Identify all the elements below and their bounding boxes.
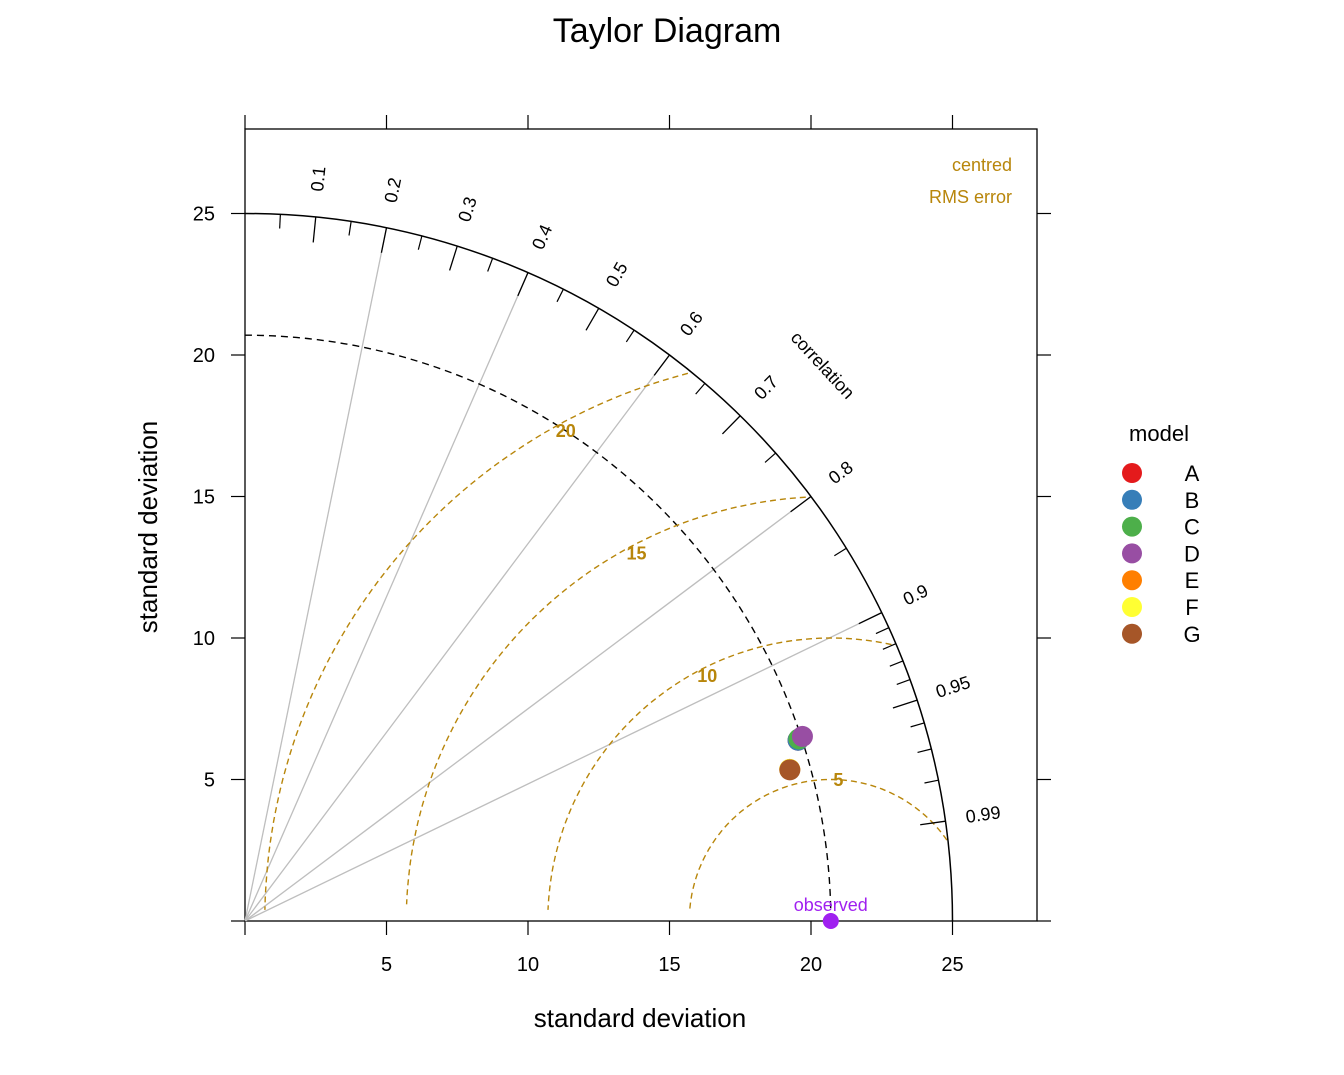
legend-marker-B bbox=[1122, 489, 1142, 510]
legend-label-E: E bbox=[1185, 568, 1200, 593]
corr-major-tick-0.6 bbox=[653, 354, 671, 376]
x-axis-title: standard deviation bbox=[534, 1003, 746, 1033]
points-layer: observed bbox=[779, 725, 868, 929]
radial-line-0.6 bbox=[244, 354, 671, 922]
chart-title: Taylor Diagram bbox=[553, 12, 782, 50]
legend-marker-E bbox=[1122, 570, 1142, 591]
legend-marker-C bbox=[1122, 516, 1142, 537]
corr-tick-label-0.6: 0.6 bbox=[676, 308, 707, 340]
x-tick-label-25: 25 bbox=[941, 954, 963, 976]
correlation-arc-layer: 0.1 0.2 0.3 0.4 0.5 0.6 0.7 0.8 0.9 0.95 0.99 corre… bbox=[244, 165, 1002, 922]
corr-major-tick-0.9 bbox=[858, 612, 883, 625]
legend-label-G: G bbox=[1183, 622, 1200, 647]
observed-point bbox=[822, 913, 839, 929]
legend-label-B: B bbox=[1185, 488, 1200, 513]
rms-arc-15 bbox=[405, 496, 806, 905]
legend-label-D: D bbox=[1184, 541, 1200, 566]
y-tick-label-20: 20 bbox=[193, 345, 215, 367]
corr-tick-label-0.2: 0.2 bbox=[381, 176, 406, 205]
corr-minor-tick-0.75 bbox=[764, 452, 777, 463]
corr-major-tick-0.5 bbox=[585, 307, 600, 331]
rms-level-label-10: 10 bbox=[697, 666, 717, 686]
rms-level-label-20: 20 bbox=[556, 421, 576, 441]
y-tick-label-10: 10 bbox=[193, 628, 215, 650]
corr-minor-tick-0.65 bbox=[695, 382, 706, 395]
rms-layer: 5 10 15 20 bbox=[264, 372, 948, 910]
corr-minor-tick-0.55 bbox=[625, 329, 635, 343]
corr-minor-tick-0.85 bbox=[834, 547, 847, 557]
plot-frame bbox=[244, 128, 1038, 922]
radial-line-0.4 bbox=[244, 272, 529, 922]
corr-minor-tick-0.45 bbox=[556, 288, 564, 303]
corr-tick-label-0.95: 0.95 bbox=[933, 672, 973, 702]
corr-tick-label-0.4: 0.4 bbox=[528, 222, 556, 253]
y-tick-label-15: 15 bbox=[193, 487, 215, 509]
axis-ticks-layer: 5 10 15 20 25 5 10 15 20 25 bbox=[193, 115, 1051, 976]
y-tick-label-25: 25 bbox=[193, 204, 215, 226]
legend-label-A: A bbox=[1185, 461, 1200, 486]
corr-major-tick-0.95 bbox=[892, 699, 918, 709]
correlation-axis-label: correlation bbox=[787, 327, 859, 402]
radial-line-0.2 bbox=[244, 227, 388, 922]
corr-minor-tick-0.92 bbox=[882, 643, 897, 650]
model-point-G bbox=[779, 759, 801, 781]
x-tick-label-15: 15 bbox=[658, 954, 680, 976]
corr-major-tick-0.1 bbox=[312, 216, 317, 243]
rms-arc-20 bbox=[264, 372, 689, 910]
corr-tick-label-0.1: 0.1 bbox=[307, 165, 329, 192]
corr-minor-tick-0.94 bbox=[896, 679, 911, 686]
corr-tick-label-0.3: 0.3 bbox=[454, 194, 481, 224]
legend-title: model bbox=[1129, 421, 1189, 446]
corr-tick-label-0.8: 0.8 bbox=[825, 457, 857, 488]
corr-tick-label-0.99: 0.99 bbox=[964, 802, 1002, 827]
x-tick-label-20: 20 bbox=[800, 954, 822, 976]
legend-marker-A bbox=[1122, 463, 1142, 483]
observed-label: observed bbox=[794, 895, 868, 915]
grid-layer bbox=[244, 227, 883, 922]
legend-marker-D bbox=[1122, 543, 1142, 564]
x-tick-label-10: 10 bbox=[517, 954, 539, 976]
corr-minor-tick-0.97 bbox=[917, 748, 932, 754]
corr-major-tick-0.8 bbox=[790, 495, 812, 513]
corr-minor-tick-0.15 bbox=[348, 221, 352, 236]
corr-minor-tick-0.98 bbox=[924, 779, 939, 784]
radial-line-0.8 bbox=[244, 495, 812, 922]
rms-level-label-15: 15 bbox=[627, 543, 647, 563]
corr-major-tick-0.2 bbox=[380, 227, 388, 253]
y-axis-title: standard deviation bbox=[133, 421, 163, 633]
legend-label-C: C bbox=[1184, 515, 1200, 540]
rms-arc-10 bbox=[547, 637, 892, 910]
rms-arc-5 bbox=[689, 778, 948, 910]
corr-tick-label-0.7: 0.7 bbox=[750, 372, 782, 404]
legend-label-F: F bbox=[1185, 595, 1198, 620]
radial-line-0.9 bbox=[244, 612, 883, 922]
corr-tick-label-0.5: 0.5 bbox=[602, 259, 632, 291]
observed-sd-arc bbox=[244, 334, 832, 922]
corr-minor-tick-0.91 bbox=[875, 627, 890, 635]
rms-note-line-2: RMS error bbox=[929, 187, 1012, 207]
rms-note-line-1: centred bbox=[952, 155, 1012, 175]
corr-major-tick-0.99 bbox=[920, 820, 946, 826]
corr-minor-tick-0.25 bbox=[417, 235, 423, 250]
corr-major-tick-0.3 bbox=[448, 245, 458, 271]
corr-minor-tick-0.05 bbox=[279, 214, 281, 229]
y-tick-label-5: 5 bbox=[204, 770, 215, 792]
legend-marker-G bbox=[1122, 623, 1142, 644]
corr-major-tick-0.4 bbox=[517, 272, 529, 297]
corr-minor-tick-0.93 bbox=[889, 660, 904, 667]
corr-major-tick-0.7 bbox=[721, 415, 741, 435]
model-point-D bbox=[791, 725, 813, 747]
x-tick-label-5: 5 bbox=[381, 954, 392, 976]
corr-tick-label-0.9: 0.9 bbox=[900, 580, 931, 609]
corr-minor-tick-0.35 bbox=[487, 258, 494, 272]
rms-level-label-5: 5 bbox=[833, 770, 843, 790]
correlation-arc bbox=[244, 212, 954, 922]
corr-minor-tick-0.96 bbox=[910, 722, 925, 728]
legend-marker-F bbox=[1122, 597, 1142, 617]
